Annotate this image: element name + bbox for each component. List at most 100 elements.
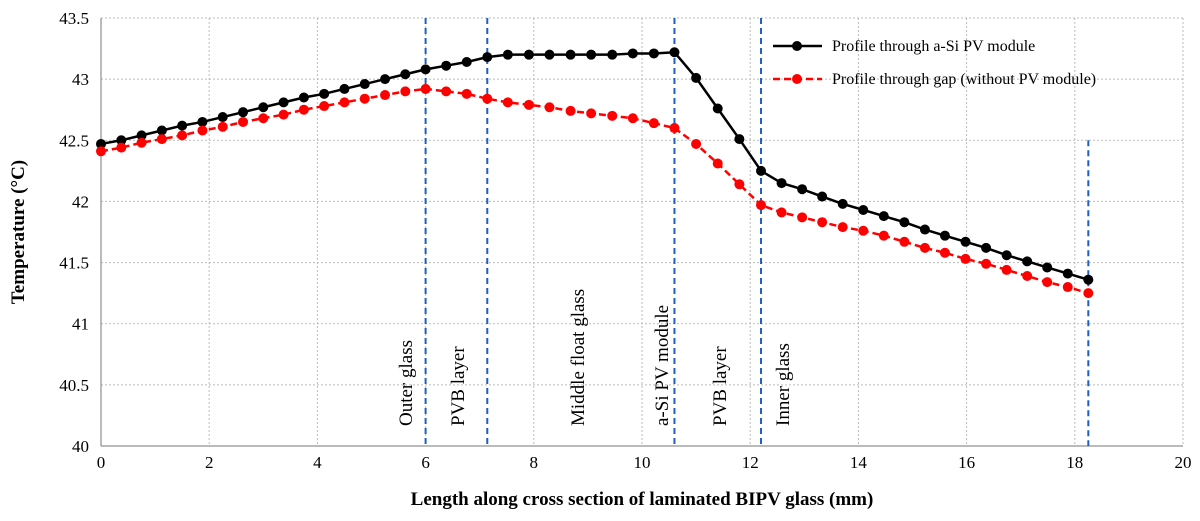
data-point xyxy=(197,116,208,127)
data-point xyxy=(1083,288,1094,299)
data-point xyxy=(691,72,702,83)
data-point xyxy=(544,49,555,60)
data-point xyxy=(1042,277,1053,288)
data-point xyxy=(359,93,370,104)
data-point xyxy=(878,211,889,222)
y-tick-label: 42 xyxy=(72,192,89,211)
data-point xyxy=(627,48,638,59)
data-point xyxy=(156,134,167,145)
data-point xyxy=(939,247,950,258)
data-point xyxy=(776,207,787,218)
x-axis-title: Length along cross section of laminated … xyxy=(411,489,874,510)
data-point xyxy=(258,102,269,113)
data-point xyxy=(1001,250,1012,261)
data-point xyxy=(756,165,767,176)
data-point xyxy=(177,130,188,141)
data-point xyxy=(586,49,597,60)
data-point xyxy=(919,242,930,253)
data-point xyxy=(648,118,659,129)
data-point xyxy=(712,158,723,169)
y-tick-label: 40 xyxy=(72,437,89,456)
data-point xyxy=(607,110,618,121)
data-point xyxy=(858,204,869,215)
data-point xyxy=(939,230,950,241)
y-tick-label: 40.5 xyxy=(59,376,89,395)
y-tick-label: 41.5 xyxy=(59,254,89,273)
data-point xyxy=(776,178,787,189)
y-tick-label: 43 xyxy=(72,70,89,89)
data-point xyxy=(817,191,828,202)
legend-label: Profile through a-Si PV module xyxy=(832,38,1035,55)
data-point xyxy=(1062,268,1073,279)
data-point xyxy=(565,105,576,116)
data-point xyxy=(981,258,992,269)
data-point xyxy=(197,125,208,136)
data-point xyxy=(96,138,106,149)
data-point xyxy=(837,198,848,209)
data-point xyxy=(669,47,680,58)
data-point xyxy=(238,116,249,127)
data-point xyxy=(400,69,411,80)
data-point xyxy=(400,86,411,97)
data-point xyxy=(691,138,702,149)
data-point xyxy=(756,200,767,211)
data-point xyxy=(712,103,723,114)
x-tick-label: 8 xyxy=(530,453,539,472)
x-tick-label: 20 xyxy=(1175,453,1192,472)
data-point xyxy=(359,79,370,90)
x-tick-label: 14 xyxy=(850,453,868,472)
annotation: Outer glass xyxy=(396,340,417,426)
data-point xyxy=(817,217,828,228)
annotation: PVB layer xyxy=(710,346,731,426)
data-point xyxy=(482,52,493,63)
data-point xyxy=(523,99,534,110)
data-point xyxy=(441,60,452,71)
data-point xyxy=(797,212,808,223)
y-tick-label: 42.5 xyxy=(59,131,89,150)
data-point xyxy=(502,97,513,108)
legend-marker xyxy=(792,74,802,84)
data-point xyxy=(319,101,330,112)
data-point xyxy=(461,88,472,99)
data-point xyxy=(648,48,659,59)
data-point xyxy=(96,146,106,157)
data-point xyxy=(734,134,745,145)
annotation: Inner glass xyxy=(773,343,794,426)
x-tick-label: 12 xyxy=(742,453,759,472)
y-axis-title: Temperature (°C) xyxy=(8,160,29,304)
data-point xyxy=(156,125,167,136)
data-point xyxy=(298,92,309,103)
data-point xyxy=(238,107,249,118)
data-point xyxy=(380,90,391,101)
annotation: PVB layer xyxy=(448,346,469,426)
data-point xyxy=(544,102,555,113)
data-point xyxy=(258,113,269,124)
data-point xyxy=(627,113,638,124)
x-tick-label: 2 xyxy=(205,453,214,472)
data-point xyxy=(981,242,992,253)
data-point xyxy=(1001,264,1012,275)
data-point xyxy=(461,57,472,68)
data-point xyxy=(1062,282,1073,293)
data-point xyxy=(278,109,289,120)
data-point xyxy=(858,225,869,236)
data-point xyxy=(116,135,127,146)
data-point xyxy=(339,83,350,94)
data-point xyxy=(116,142,127,153)
data-point xyxy=(319,88,330,99)
y-tick-label: 41 xyxy=(72,315,89,334)
data-point xyxy=(899,217,910,228)
x-tick-label: 0 xyxy=(97,453,106,472)
annotation: a-Si PV module xyxy=(652,305,673,426)
data-point xyxy=(669,123,680,134)
data-point xyxy=(177,120,188,131)
data-point xyxy=(960,236,971,247)
data-point xyxy=(797,184,808,195)
data-point xyxy=(734,179,745,190)
data-point xyxy=(136,137,147,148)
data-point xyxy=(565,49,576,60)
y-tick-label: 43.5 xyxy=(59,9,89,28)
data-point xyxy=(217,121,228,132)
data-point xyxy=(919,224,930,235)
